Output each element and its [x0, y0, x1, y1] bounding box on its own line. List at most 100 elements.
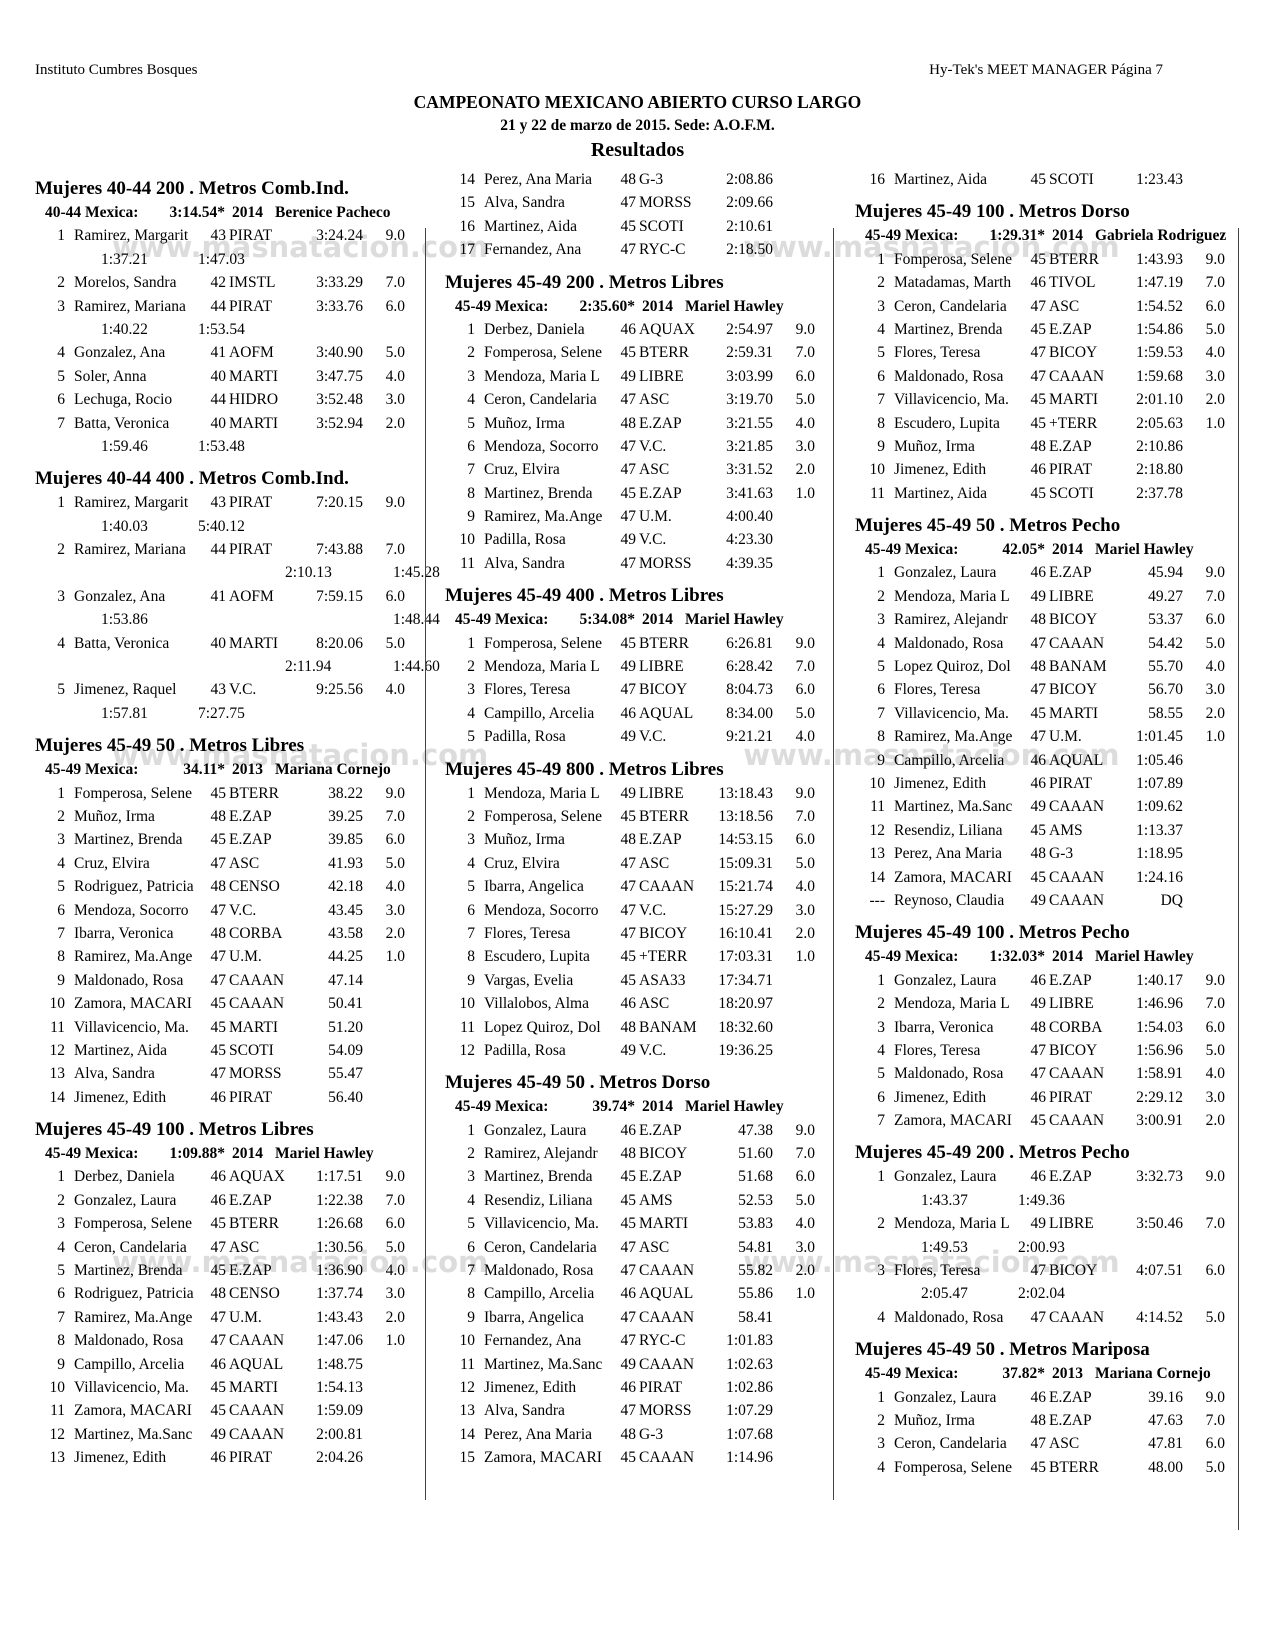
- final-time: 8:20.06: [316, 634, 363, 652]
- meet-date-venue: 21 y 22 de marzo de 2015. Sede: A.O.F.M.: [500, 117, 775, 134]
- swimmer-name: Zamora, MACARI: [484, 1449, 602, 1467]
- final-time: 1:54.03: [1136, 1018, 1183, 1036]
- age: 40: [210, 367, 227, 385]
- points: 3.0: [1205, 1088, 1225, 1106]
- swimmer-name: Ramirez, Mariana: [74, 541, 186, 559]
- points: 9.0: [1205, 250, 1225, 268]
- splits-row: 1:40.22 1:53.54: [35, 318, 427, 341]
- place: 2: [877, 995, 885, 1013]
- points: 9.0: [385, 227, 405, 245]
- record-year: 2014: [642, 1098, 673, 1116]
- points: 3.0: [385, 1285, 405, 1303]
- place: 8: [467, 484, 475, 502]
- club: BTERR: [639, 634, 689, 652]
- points: [363, 1446, 405, 1469]
- final-time: 15:27.29: [718, 901, 773, 919]
- swimmer-name: Alva, Sandra: [484, 554, 565, 572]
- result-row: 11 Martinez, Aida 45 SCOTI 2:37.78: [855, 482, 1247, 505]
- result-row: 6 Lechuga, Rocio 44 HIDRO 3:52.48 3.0: [35, 388, 427, 411]
- final-time: 1:22.38: [316, 1191, 363, 1209]
- result-row: 6 Mendoza, Socorro 47 V.C. 43.45 3.0: [35, 899, 427, 922]
- final-time: 7:43.88: [316, 541, 363, 559]
- result-row: 7 Flores, Teresa 47 BICOY 16:10.41 2.0: [445, 922, 837, 945]
- place: 6: [877, 681, 885, 699]
- points: 2.0: [1205, 704, 1225, 722]
- place: 3: [57, 1215, 65, 1233]
- place: 4: [57, 854, 65, 872]
- split-time: 1:40.22: [101, 320, 148, 338]
- club: AQUAL: [1049, 751, 1104, 769]
- points: 7.0: [1205, 995, 1225, 1013]
- result-row: 6 Jimenez, Edith 46 PIRAT 2:29.12 3.0: [855, 1086, 1247, 1109]
- swimmer-name: Ramirez, Margarit: [74, 494, 189, 512]
- swimmer-name: Maldonado, Rosa: [894, 1308, 1004, 1326]
- age: 47: [620, 1262, 637, 1280]
- age: 45: [620, 1215, 637, 1233]
- record-holder: Mariel Hawley: [275, 1145, 374, 1163]
- result-row: 8 Campillo, Arcelia 46 AQUAL 55.86 1.0: [445, 1282, 837, 1305]
- place: 2: [877, 1411, 885, 1429]
- event-title: Mujeres 45-49 100 . Metros Libres: [35, 1119, 314, 1141]
- result-row: 3 Flores, Teresa 47 BICOY 8:04.73 6.0: [445, 678, 837, 701]
- final-time: 2:37.78: [1136, 484, 1183, 502]
- club: MARTI: [1049, 704, 1099, 722]
- result-row: 7 Ibarra, Veronica 48 CORBA 43.58 2.0: [35, 922, 427, 945]
- points: 5.0: [385, 1238, 405, 1256]
- age: 47: [1030, 1435, 1047, 1453]
- splits-row: 1:49.53 2:00.93: [855, 1236, 1247, 1259]
- result-row: 10 Jimenez, Edith 46 PIRAT 2:18.80: [855, 458, 1247, 481]
- points: 6.0: [1205, 611, 1225, 629]
- final-time: 39.16: [1148, 1388, 1183, 1406]
- age: 45: [1030, 250, 1047, 268]
- record-label: 45-49 Mexica:: [865, 541, 959, 559]
- result-row: 15 Zamora, MACARI 45 CAAAN 1:14.96: [445, 1446, 837, 1469]
- points: [363, 1376, 405, 1399]
- place: 9: [57, 971, 65, 989]
- swimmer-name: Ibarra, Angelica: [484, 878, 584, 896]
- result-row: 2 Mendoza, Maria L 49 LIBRE 49.27 7.0: [855, 585, 1247, 608]
- final-time: 3:47.75: [316, 367, 363, 385]
- final-time: 3:50.46: [1136, 1215, 1183, 1233]
- result-row: 1 Derbez, Daniela 46 AQUAX 2:54.97 9.0: [445, 318, 837, 341]
- record-holder: Gabriela Rodriguez: [1095, 227, 1227, 245]
- age: 45: [620, 1449, 637, 1467]
- split-time: 2:11.94: [285, 658, 332, 676]
- result-row: 2 Morelos, Sandra 42 IMSTL 3:33.29 7.0: [35, 271, 427, 294]
- final-time: 51.60: [738, 1145, 773, 1163]
- swimmer-name: Ibarra, Angelica: [484, 1308, 584, 1326]
- final-time: 1:59.09: [316, 1402, 363, 1420]
- club: CAAAN: [1049, 367, 1105, 385]
- split-time: 2:00.93: [1018, 1238, 1065, 1256]
- age: 45: [1030, 320, 1047, 338]
- split-time: 1:49.53: [921, 1238, 968, 1256]
- split-time: 1:59.46: [101, 437, 148, 455]
- age: 47: [210, 1308, 227, 1326]
- age: 44: [210, 391, 227, 409]
- result-row: 5 Padilla, Rosa 49 V.C. 9:21.21 4.0: [445, 725, 837, 748]
- result-row: 5 Maldonado, Rosa 47 CAAAN 1:58.91 4.0: [855, 1062, 1247, 1085]
- place: 11: [50, 1018, 65, 1036]
- points: 9.0: [795, 634, 815, 652]
- result-row: 11 Martinez, Ma.Sanc 49 CAAAN 1:02.63: [445, 1353, 837, 1376]
- swimmer-name: Matadamas, Marth: [894, 274, 1012, 292]
- result-row: 2 Muñoz, Irma 48 E.ZAP 39.25 7.0: [35, 805, 427, 828]
- swimmer-name: Cruz, Elvira: [484, 854, 560, 872]
- points: 5.0: [795, 704, 815, 722]
- age: 47: [210, 1332, 227, 1350]
- swimmer-name: Alva, Sandra: [484, 1402, 565, 1420]
- points: 7.0: [1205, 587, 1225, 605]
- swimmer-name: Ramirez, Mariana: [74, 297, 186, 315]
- event-title: Mujeres 45-49 50 . Metros Dorso: [445, 1072, 711, 1094]
- club: MORSS: [229, 1065, 282, 1083]
- result-row: 3 Martinez, Brenda 45 E.ZAP 51.68 6.0: [445, 1165, 837, 1188]
- final-time: 14:53.15: [718, 831, 773, 849]
- club: LIBRE: [1049, 995, 1094, 1013]
- age: 49: [620, 367, 637, 385]
- place: 16: [459, 217, 476, 235]
- place: 3: [57, 587, 65, 605]
- splits-row: 1:43.37 1:49.36: [855, 1189, 1247, 1212]
- swimmer-name: Gonzalez, Ana: [74, 587, 166, 605]
- place: 8: [467, 948, 475, 966]
- club: +TERR: [1049, 414, 1098, 432]
- result-row: 5 Ibarra, Angelica 47 CAAAN 15:21.74 4.0: [445, 875, 837, 898]
